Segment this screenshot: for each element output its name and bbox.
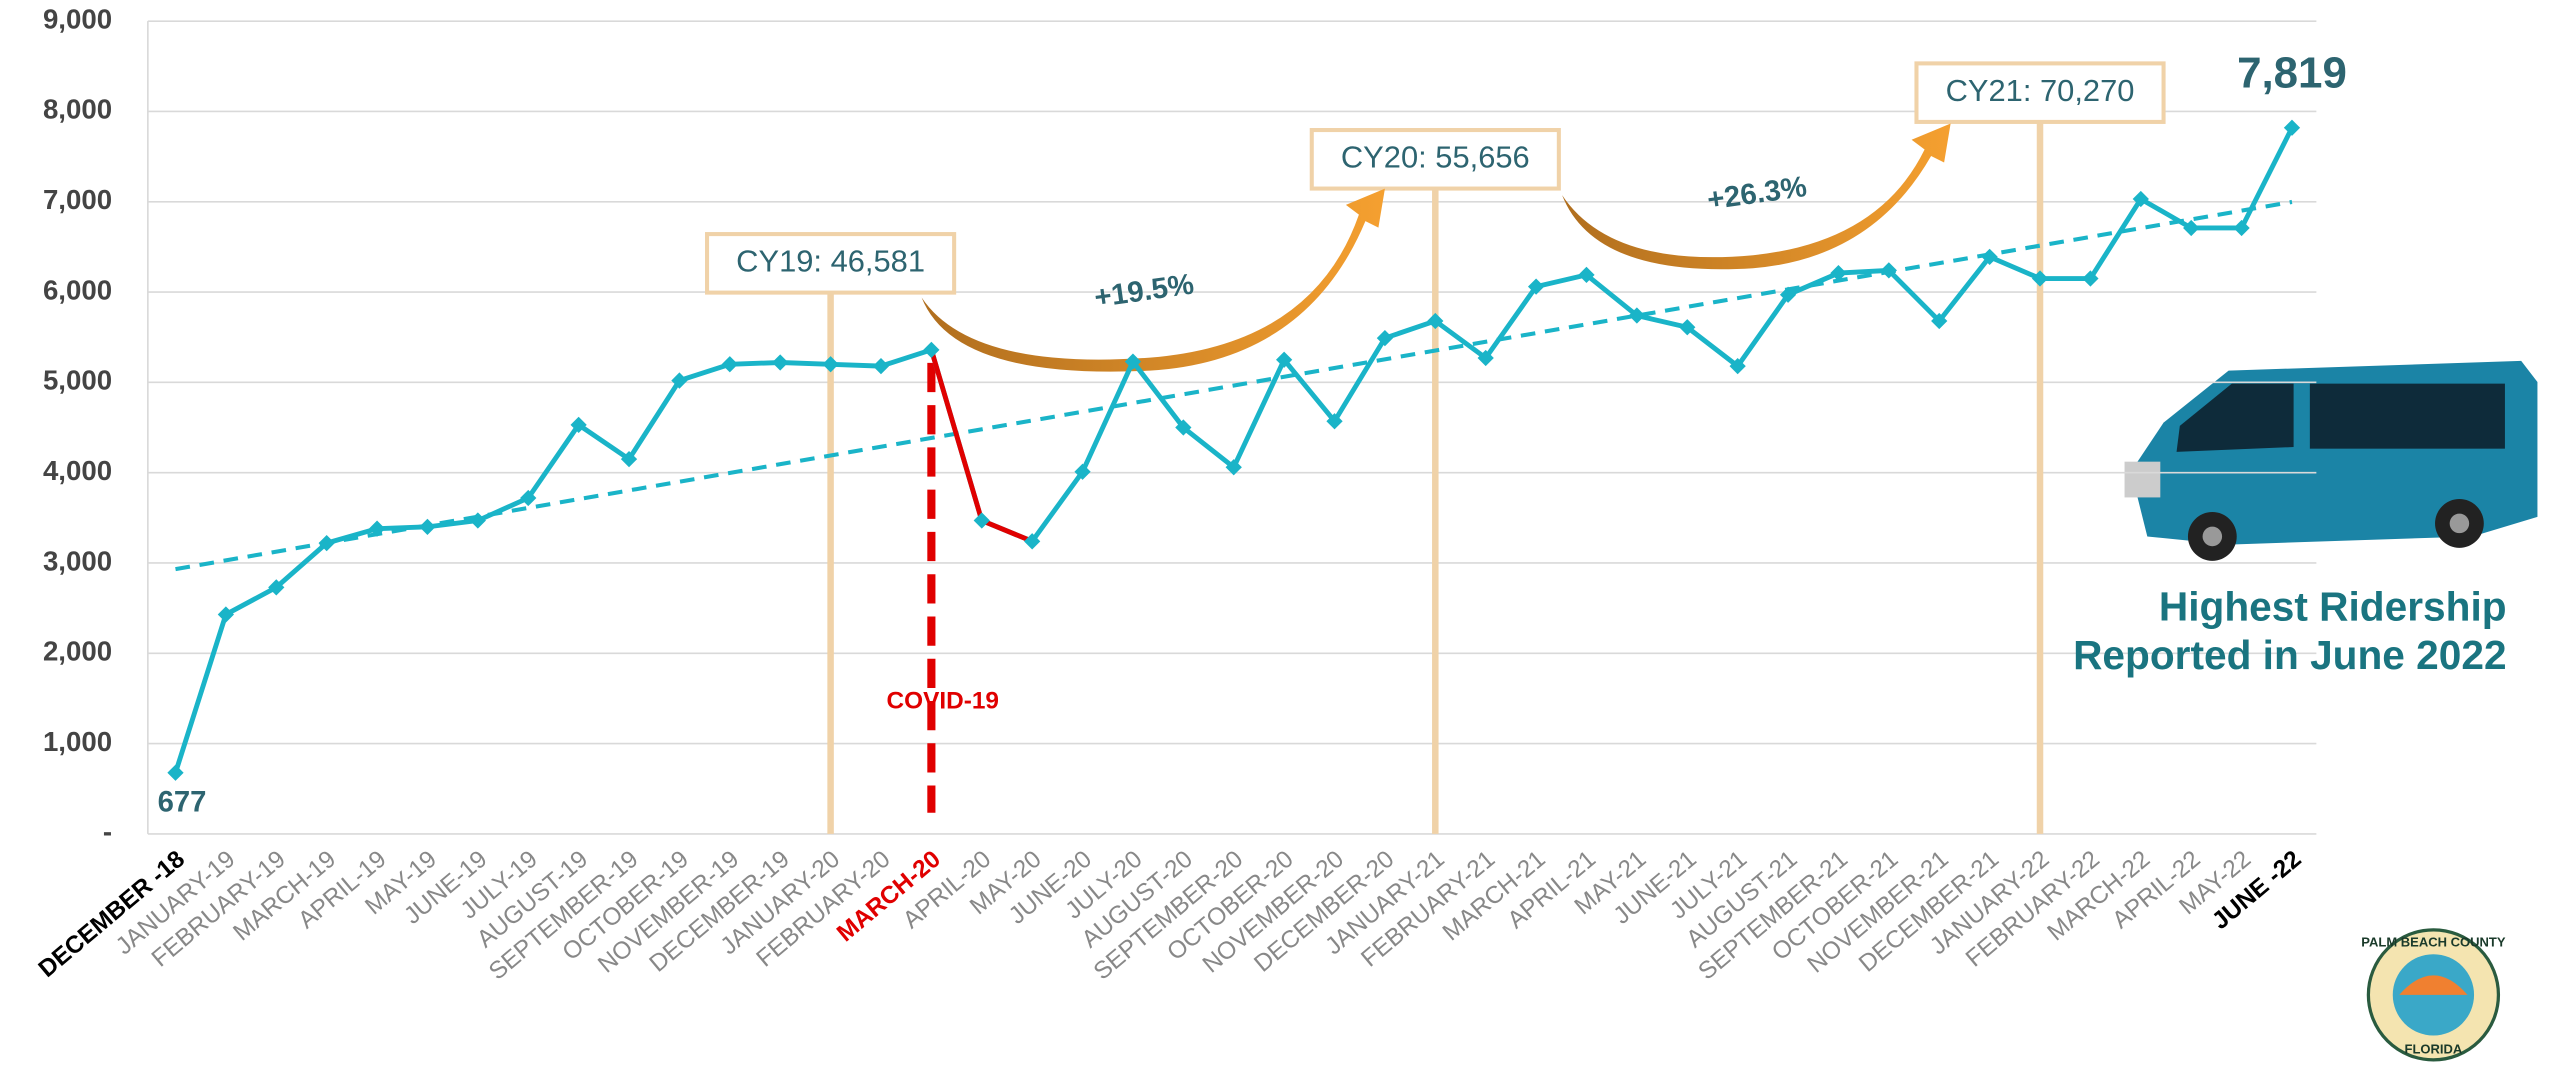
- y-tick-label: -: [103, 816, 112, 847]
- marker: [2284, 120, 2300, 136]
- y-tick-label: 5,000: [43, 365, 112, 396]
- bus: [2125, 361, 2538, 561]
- y-tick-label: 2,000: [43, 636, 112, 667]
- y-tick-label: 4,000: [43, 455, 112, 486]
- marker: [470, 512, 486, 528]
- data-label: 677: [158, 786, 207, 818]
- growth-label: +26.3%: [1705, 171, 1809, 217]
- annotation-label: CY21: 70,270: [1946, 73, 2135, 108]
- chart: PALM BEACH COUNTY FLORIDA - 1,000 2,000 3,0…: [0, 0, 2552, 1068]
- y-tick-label: 1,000: [43, 726, 112, 757]
- y-tick-label: 6,000: [43, 274, 112, 305]
- callout: Highest Ridership: [2159, 583, 2507, 629]
- marker: [167, 765, 183, 781]
- event-label: COVID-19: [887, 688, 999, 715]
- marker: [2032, 270, 2048, 286]
- page: PALM BEACH COUNTY FLORIDA - 1,000 2,000 3,0…: [0, 0, 2552, 1068]
- line: [175, 128, 2291, 773]
- y-tick-label: 7,000: [43, 184, 112, 215]
- logo: PALM BEACH COUNTY FLORIDA: [2361, 930, 2506, 1060]
- y-tick-label: 9,000: [43, 3, 112, 34]
- growth-label: +19.5%: [1092, 269, 1196, 315]
- marker: [722, 356, 738, 372]
- marker: [974, 512, 990, 528]
- marker: [873, 358, 889, 374]
- marker: [822, 356, 838, 372]
- y-tick-label: 3,000: [43, 545, 112, 576]
- annotation-label: CY19: 46,581: [736, 243, 925, 278]
- logo-top: PALM BEACH COUNTY: [2361, 934, 2506, 949]
- marker: [419, 519, 435, 535]
- marker: [2233, 220, 2249, 236]
- callout: Reported in June 2022: [2073, 632, 2506, 678]
- annotation-label: CY20: 55,656: [1341, 139, 1530, 174]
- data-label: 7,819: [2237, 48, 2347, 97]
- marker: [923, 342, 939, 358]
- logo-bottom: FLORIDA: [2405, 1042, 2463, 1057]
- y-tick-label: 8,000: [43, 94, 112, 125]
- marker: [772, 354, 788, 370]
